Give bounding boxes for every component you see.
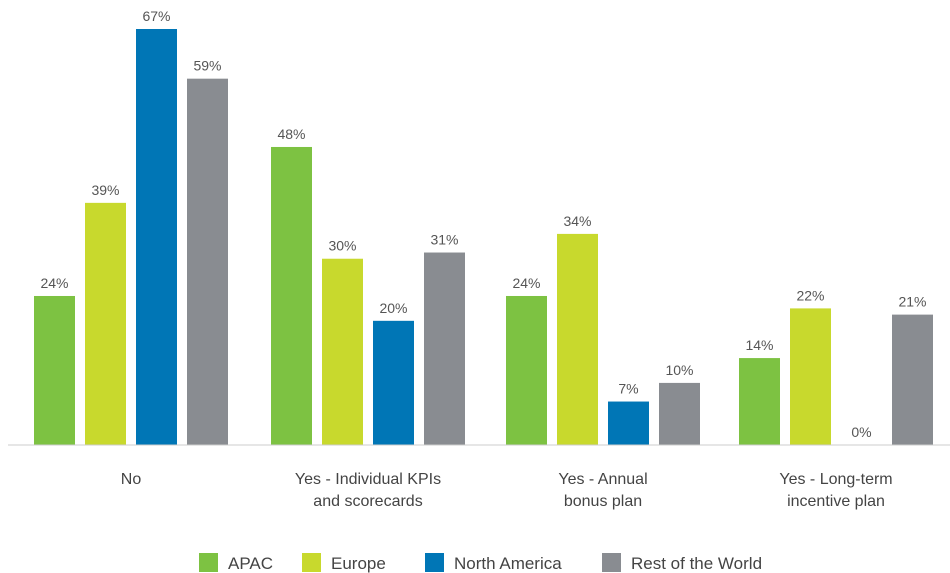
bar-europe-2 xyxy=(322,258,363,445)
legend-swatch-rest-of-the-world xyxy=(602,553,621,572)
value-label-europe-2: 30% xyxy=(328,238,356,254)
bar-apac-2 xyxy=(271,146,312,445)
legend-label-europe: Europe xyxy=(331,554,386,573)
value-label-apac-3: 24% xyxy=(512,275,540,291)
category-labels-group: No Yes - Individual KPIs and scorecards Yes… xyxy=(121,471,893,510)
category-label-1: No xyxy=(121,471,142,488)
bar-europe-1 xyxy=(85,202,126,445)
value-label-apac-4: 14% xyxy=(745,337,773,353)
legend: APAC Europe North America Rest of the World xyxy=(199,553,762,573)
value-label-north-america-2: 20% xyxy=(379,300,407,316)
bar-rest-of-the-world-2 xyxy=(424,252,465,445)
category-label-4: Yes - Long-term incentive plan xyxy=(779,471,892,510)
value-label-north-america-4: 0% xyxy=(851,424,871,440)
value-label-rest-of-the-world-3: 10% xyxy=(665,362,693,378)
bar-rest-of-the-world-1 xyxy=(187,78,228,446)
legend-swatch-europe xyxy=(302,553,321,572)
bar-north-america-1 xyxy=(136,29,177,445)
value-labels-group: 24% 39% 67% 59% 48% 30% 20% 31% 24% 34% 7% 10% 14% 22… xyxy=(40,8,926,440)
bar-north-america-3 xyxy=(608,401,649,445)
value-label-apac-2: 48% xyxy=(277,126,305,142)
bar-north-america-2 xyxy=(373,320,414,445)
value-label-europe-3: 34% xyxy=(563,213,591,229)
bar-rest-of-the-world-3 xyxy=(659,382,700,445)
legend-label-rest-of-the-world: Rest of the World xyxy=(631,554,762,573)
legend-label-north-america: North America xyxy=(454,554,562,573)
value-label-rest-of-the-world-1: 59% xyxy=(193,58,221,74)
bar-rest-of-the-world-4 xyxy=(892,314,933,445)
bar-apac-1 xyxy=(34,295,75,445)
value-label-rest-of-the-world-2: 31% xyxy=(430,232,458,248)
value-label-europe-4: 22% xyxy=(796,287,824,303)
legend-swatch-apac xyxy=(199,553,218,572)
category-label-2: Yes - Individual KPIs and scorecards xyxy=(295,471,441,510)
value-label-north-america-3: 7% xyxy=(618,381,638,397)
bars-group xyxy=(34,29,933,446)
value-label-north-america-1: 67% xyxy=(142,8,170,24)
value-label-apac-1: 24% xyxy=(40,275,68,291)
value-label-rest-of-the-world-4: 21% xyxy=(898,294,926,310)
legend-label-apac: APAC xyxy=(228,554,273,573)
value-label-europe-1: 39% xyxy=(91,182,119,198)
bar-europe-4 xyxy=(790,308,831,445)
category-label-3: Yes - Annual bonus plan xyxy=(558,471,647,510)
bar-europe-3 xyxy=(557,233,598,445)
bar-apac-3 xyxy=(506,295,547,445)
bar-apac-4 xyxy=(739,358,780,445)
legend-swatch-north-america xyxy=(425,553,444,572)
